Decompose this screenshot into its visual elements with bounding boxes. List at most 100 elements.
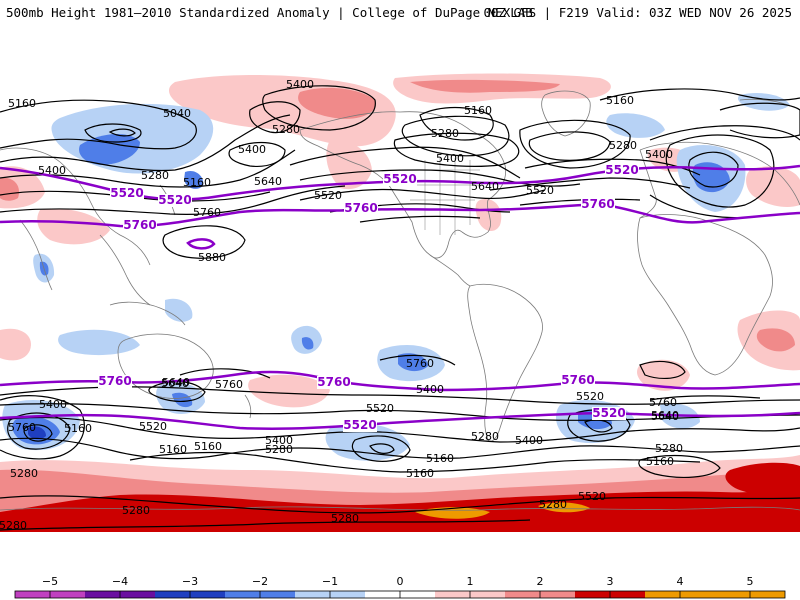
anomaly-npac-pos2 xyxy=(298,87,376,119)
purple-contour-label: 5760 xyxy=(344,201,377,215)
contour-5280-europe xyxy=(665,134,775,208)
contour-label: 5520 xyxy=(578,490,606,503)
se-asia-outline xyxy=(99,234,151,306)
contour-5280-ant xyxy=(0,519,531,531)
contour-5400-high-np xyxy=(262,85,376,131)
contour-label: 5280 xyxy=(10,467,38,480)
contour-5520-us xyxy=(299,188,546,201)
contour-label: 5160 xyxy=(426,452,454,465)
contour-label: 5280 xyxy=(331,512,359,525)
contour-5280-np xyxy=(0,114,291,172)
contour-label: 5640 xyxy=(161,377,189,390)
contour-5760-us xyxy=(359,215,481,223)
contour-label: 5640 xyxy=(254,175,282,188)
map-frame: 5400 5160 5040 5400 5280 5400 5280 5160 5640 5520… xyxy=(0,72,800,532)
contour-label: 5280 xyxy=(272,123,300,136)
contour-label: 5520 xyxy=(576,390,604,403)
purple-contour-label-bg xyxy=(561,374,595,387)
central-america-outline xyxy=(429,254,471,287)
contour-label: 5160 xyxy=(464,104,492,117)
contour-label: 5160 xyxy=(606,94,634,107)
purple-contour-label-bg xyxy=(158,194,192,207)
contour-label: 5640 xyxy=(162,376,190,389)
contour-label: 5160 xyxy=(64,422,92,435)
purple-contour-label: 5520 xyxy=(592,406,625,420)
contour-5040-low xyxy=(84,123,142,143)
contour-5040-sw-low xyxy=(23,424,53,442)
contour-label: 5280 xyxy=(0,519,27,532)
purple-contour-label-bg xyxy=(344,202,378,215)
colorbar-tick-label: 5 xyxy=(747,575,754,588)
colorbar-tick-label: 3 xyxy=(607,575,614,588)
purple-contour-label: 5520 xyxy=(343,418,376,432)
anomaly-south-pos3 xyxy=(0,486,800,532)
south-america-outline xyxy=(467,283,543,442)
contour-5520-sh xyxy=(0,403,800,421)
contour-label: 5280 xyxy=(471,430,499,443)
colorbar-segment xyxy=(400,591,435,598)
contour-label: 5520 xyxy=(139,420,167,433)
purple-contour-label-bg xyxy=(343,419,377,432)
contour-label: 5520 xyxy=(314,189,342,202)
anomaly-aus-neg xyxy=(58,329,140,356)
purple-contour-label: 5760 xyxy=(98,374,131,388)
contour-label: 5520 xyxy=(366,402,394,415)
anomaly-alaska-pos xyxy=(326,139,372,190)
contour-5640-africa xyxy=(639,360,686,379)
contour-label: 5400 xyxy=(645,148,673,161)
contour-5160-siberia xyxy=(719,102,800,139)
colorbar-ticks: −5 −4 −3 −2 −1 0 1 2 3 4 5 xyxy=(42,575,754,598)
map-title: 500mb Height 1981–2010 Standardized Anom… xyxy=(6,5,533,20)
contour-label: 5280 xyxy=(122,504,150,517)
purple-contour-label-bg xyxy=(605,164,639,177)
contour-5280-south xyxy=(0,495,800,514)
contour-label: 5160 xyxy=(406,467,434,480)
contour-5760-sam xyxy=(379,354,456,366)
height-contours-black xyxy=(0,85,800,531)
anomaly-npac-neg2b xyxy=(184,170,204,189)
contour-5160-alaska xyxy=(228,141,286,167)
anomaly-tasman-neg2 xyxy=(172,392,193,408)
colorbar-tick-label: 2 xyxy=(537,575,544,588)
anomaly-sw-neg3 xyxy=(28,426,46,440)
contour-5760-aus xyxy=(179,368,271,379)
purple-contour-label: 5760 xyxy=(123,218,156,232)
anomaly-south-pos3-east xyxy=(725,462,800,498)
contour-5640-sh xyxy=(0,386,800,405)
purple-contour-label: 5760 xyxy=(317,375,350,389)
africa-outline xyxy=(637,214,773,376)
contour-5040-inner xyxy=(108,128,136,137)
contour-label: 5160 xyxy=(183,176,211,189)
north-america-outline xyxy=(299,111,507,259)
anomaly-greenland-neg xyxy=(606,113,665,138)
purple-contour-label-bg xyxy=(123,219,157,232)
colorbar-tick-label: 1 xyxy=(467,575,474,588)
anomaly-spac-pos xyxy=(248,374,330,408)
contour-label: 5520 xyxy=(526,184,554,197)
colorbar-tick-label: 4 xyxy=(677,575,684,588)
anomaly-south-pos4b xyxy=(538,502,590,513)
purple-contour-label-bg xyxy=(383,173,417,186)
australia-outline xyxy=(117,333,214,399)
anomaly-natl-pos2 xyxy=(410,79,560,93)
contour-label: 5400 xyxy=(286,78,314,91)
contour-label: 5640 xyxy=(651,410,679,423)
purple-contour-5520-sh xyxy=(0,411,800,431)
contour-5160-sw-low xyxy=(7,412,71,450)
contour-label: 5760 xyxy=(8,421,36,434)
contour-label: 5760 xyxy=(215,378,243,391)
purple-contour-label: 5760 xyxy=(581,197,614,211)
contour-label: 5880 xyxy=(198,251,226,264)
contour-5880-ring xyxy=(162,225,246,259)
anomaly-sam-pos xyxy=(637,359,690,391)
anomaly-spac-neg2 xyxy=(301,337,314,350)
contour-5160-sio xyxy=(638,455,721,478)
colorbar-tick-label: −2 xyxy=(252,575,268,588)
purple-contour-label-bg xyxy=(581,198,615,211)
contour-label: 5400 xyxy=(416,383,444,396)
contour-label: 5160 xyxy=(194,440,222,453)
contour-label: 5640 xyxy=(471,180,499,193)
